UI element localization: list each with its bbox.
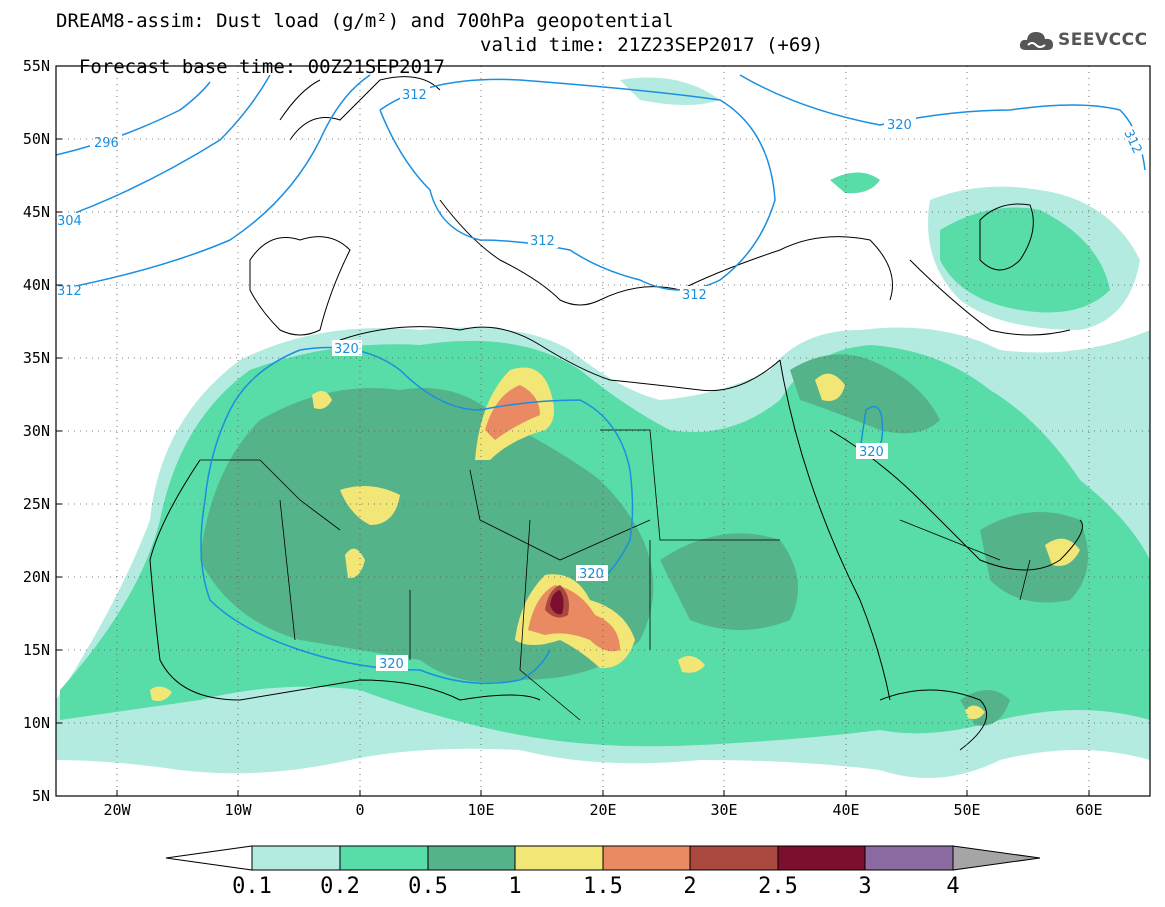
- lon-tick-label: 0: [355, 801, 364, 819]
- lon-tick-label: 10W: [224, 801, 252, 819]
- contour-label-312: 312: [57, 284, 82, 299]
- contour-label-320: 320: [887, 118, 912, 133]
- colorbar-label: 2: [683, 874, 696, 899]
- lon-tick-label: 30E: [710, 801, 737, 819]
- lat-tick-label: 45N: [23, 203, 50, 221]
- country-borders: [200, 429, 1031, 721]
- latitude-labels: 55N 50N 45N 40N 35N 30N 25N 20N 15N 10N …: [23, 57, 50, 805]
- colorbar-label: 1: [508, 874, 521, 899]
- lon-tick-label: 40E: [832, 801, 859, 819]
- contour-label-296: 296: [94, 136, 119, 151]
- cloud-icon: [1019, 32, 1053, 50]
- lat-tick-label: 55N: [23, 57, 50, 75]
- contour-label-304: 304: [57, 214, 82, 229]
- contour-label-312: 312: [402, 88, 427, 103]
- lat-tick-label: 30N: [23, 422, 50, 440]
- colorbar-segment-under: [165, 845, 253, 871]
- tick-marks: [56, 65, 1090, 797]
- dust-level-0.5: [980, 512, 1088, 603]
- dust-level-0.5: [660, 533, 798, 630]
- geopotential-contours: [56, 74, 1146, 685]
- lat-tick-label: 10N: [23, 714, 50, 732]
- colorbar-segment: [602, 845, 691, 871]
- dust-level-0.2: [940, 207, 1110, 313]
- dust-level-0.1: [620, 77, 720, 105]
- colorbar-label: 3: [858, 874, 871, 899]
- seevccc-logo: SEEVCCC: [1018, 28, 1158, 54]
- dust-level-1: [340, 486, 400, 525]
- colorbar-segment: [427, 845, 516, 871]
- dust-level-1: [150, 686, 172, 701]
- dust-level-3: [550, 590, 564, 615]
- lat-tick-label: 25N: [23, 495, 50, 513]
- colorbar-label: 2.5: [758, 874, 798, 899]
- lat-tick-label: 40N: [23, 276, 50, 294]
- contour-label-320: 320: [334, 342, 359, 357]
- lon-tick-label: 20E: [589, 801, 616, 819]
- colorbar-segment: [339, 845, 429, 871]
- colorbar-segment: [251, 845, 341, 871]
- lat-tick-label: 5N: [32, 787, 50, 805]
- contour-label-320: 320: [379, 657, 404, 672]
- dust-level-0.2: [830, 172, 880, 194]
- forecast-times: Forecast base time: 00Z21SEP2017 valid t…: [56, 34, 823, 100]
- lon-tick-label: 10E: [467, 801, 494, 819]
- base-time-label: Forecast base time: 00Z21SEP2017: [78, 56, 445, 78]
- valid-time-label: valid time: 21Z23SEP2017 (+69): [480, 34, 824, 56]
- lon-tick-label: 20W: [103, 801, 131, 819]
- map-title: DREAM8-assim: Dust load (g/m²) and 700hP…: [56, 10, 674, 32]
- colorbar-segment: [777, 845, 866, 871]
- colorbar-segment: [689, 845, 779, 871]
- colorbar-segment-over: [952, 845, 1041, 871]
- longitude-labels: 20W 10W 0 10E 20E 30E 40E 50E 60E: [103, 801, 1102, 819]
- colorbar-segment: [864, 845, 954, 871]
- colorbar-segment: [514, 845, 604, 871]
- dust-level-1: [965, 705, 985, 720]
- lat-tick-label: 50N: [23, 130, 50, 148]
- colorbar-label: 0.1: [232, 874, 272, 899]
- contour-label-320: 320: [579, 567, 604, 582]
- contour-label-312: 312: [530, 234, 555, 249]
- lon-tick-label: 50E: [953, 801, 980, 819]
- colorbar-label: 0.5: [408, 874, 448, 899]
- lon-tick-label: 60E: [1075, 801, 1102, 819]
- contour-label-312: 312: [682, 288, 707, 303]
- logo-text: SEEVCCC: [1058, 30, 1148, 50]
- dust-level-1: [678, 656, 705, 673]
- colorbar: [165, 845, 1041, 871]
- gridlines: [56, 66, 1150, 796]
- lat-tick-label: 20N: [23, 568, 50, 586]
- dust-level-1: [312, 391, 332, 409]
- lat-tick-label: 15N: [23, 641, 50, 659]
- colorbar-label: 0.2: [320, 874, 360, 899]
- lat-tick-label: 35N: [23, 349, 50, 367]
- colorbar-label: 4: [946, 874, 959, 899]
- contour-label-320: 320: [859, 445, 884, 460]
- dust-level-1: [1045, 538, 1080, 566]
- colorbar-labels: 0.1 0.2 0.5 1 1.5 2 2.5 3 4: [232, 874, 960, 899]
- contour-labels: 296 304 312 312 312 312 320 312 320 320 …: [56, 86, 1147, 672]
- colorbar-label: 1.5: [583, 874, 623, 899]
- dust-level-1: [815, 373, 845, 401]
- dust-level-1.5: [485, 385, 540, 440]
